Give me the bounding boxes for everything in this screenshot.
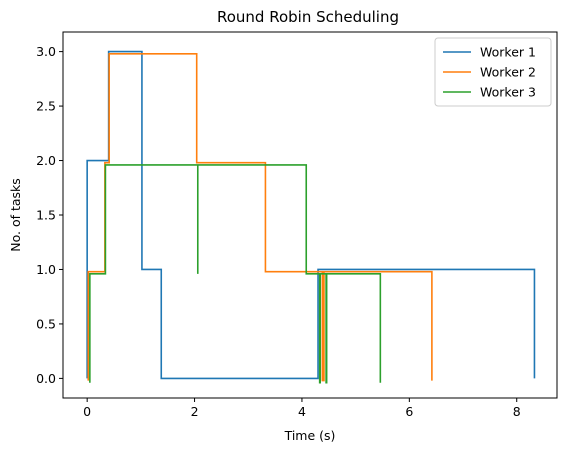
x-axis-ticks: 0 2 4 6 8 bbox=[83, 398, 521, 419]
y-tick-label: 3.0 bbox=[36, 44, 56, 59]
plot-area bbox=[86, 50, 536, 384]
chart-title: Round Robin Scheduling bbox=[217, 8, 399, 26]
x-tick-label: 4 bbox=[298, 404, 306, 419]
series-line-1 bbox=[86, 50, 536, 380]
x-tick-label: 0 bbox=[83, 404, 91, 419]
x-tick-label: 6 bbox=[405, 404, 413, 419]
legend-label-2: Worker 2 bbox=[480, 65, 536, 80]
legend-label-3: Worker 3 bbox=[480, 85, 536, 100]
y-tick-label: 0.0 bbox=[36, 371, 56, 386]
x-tick-label: 8 bbox=[513, 404, 521, 419]
y-tick-label: 1.5 bbox=[36, 208, 56, 223]
y-tick-label: 2.5 bbox=[36, 99, 56, 114]
legend-frame bbox=[434, 37, 552, 107]
y-tick-label: 2.0 bbox=[36, 153, 56, 168]
y-tick-label: 0.5 bbox=[36, 316, 56, 331]
x-tick-label: 2 bbox=[191, 404, 199, 419]
legend: Worker 1 Worker 2 Worker 3 bbox=[434, 37, 552, 107]
y-axis-title: No. of tasks bbox=[8, 178, 23, 252]
series-line-3 bbox=[89, 164, 382, 384]
y-axis-ticks: 0.0 0.5 1.0 1.5 2.0 2.5 3.0 bbox=[36, 44, 63, 386]
legend-label-1: Worker 1 bbox=[480, 45, 536, 60]
y-tick-label: 1.0 bbox=[36, 262, 56, 277]
x-axis-title: Time (s) bbox=[284, 428, 336, 443]
